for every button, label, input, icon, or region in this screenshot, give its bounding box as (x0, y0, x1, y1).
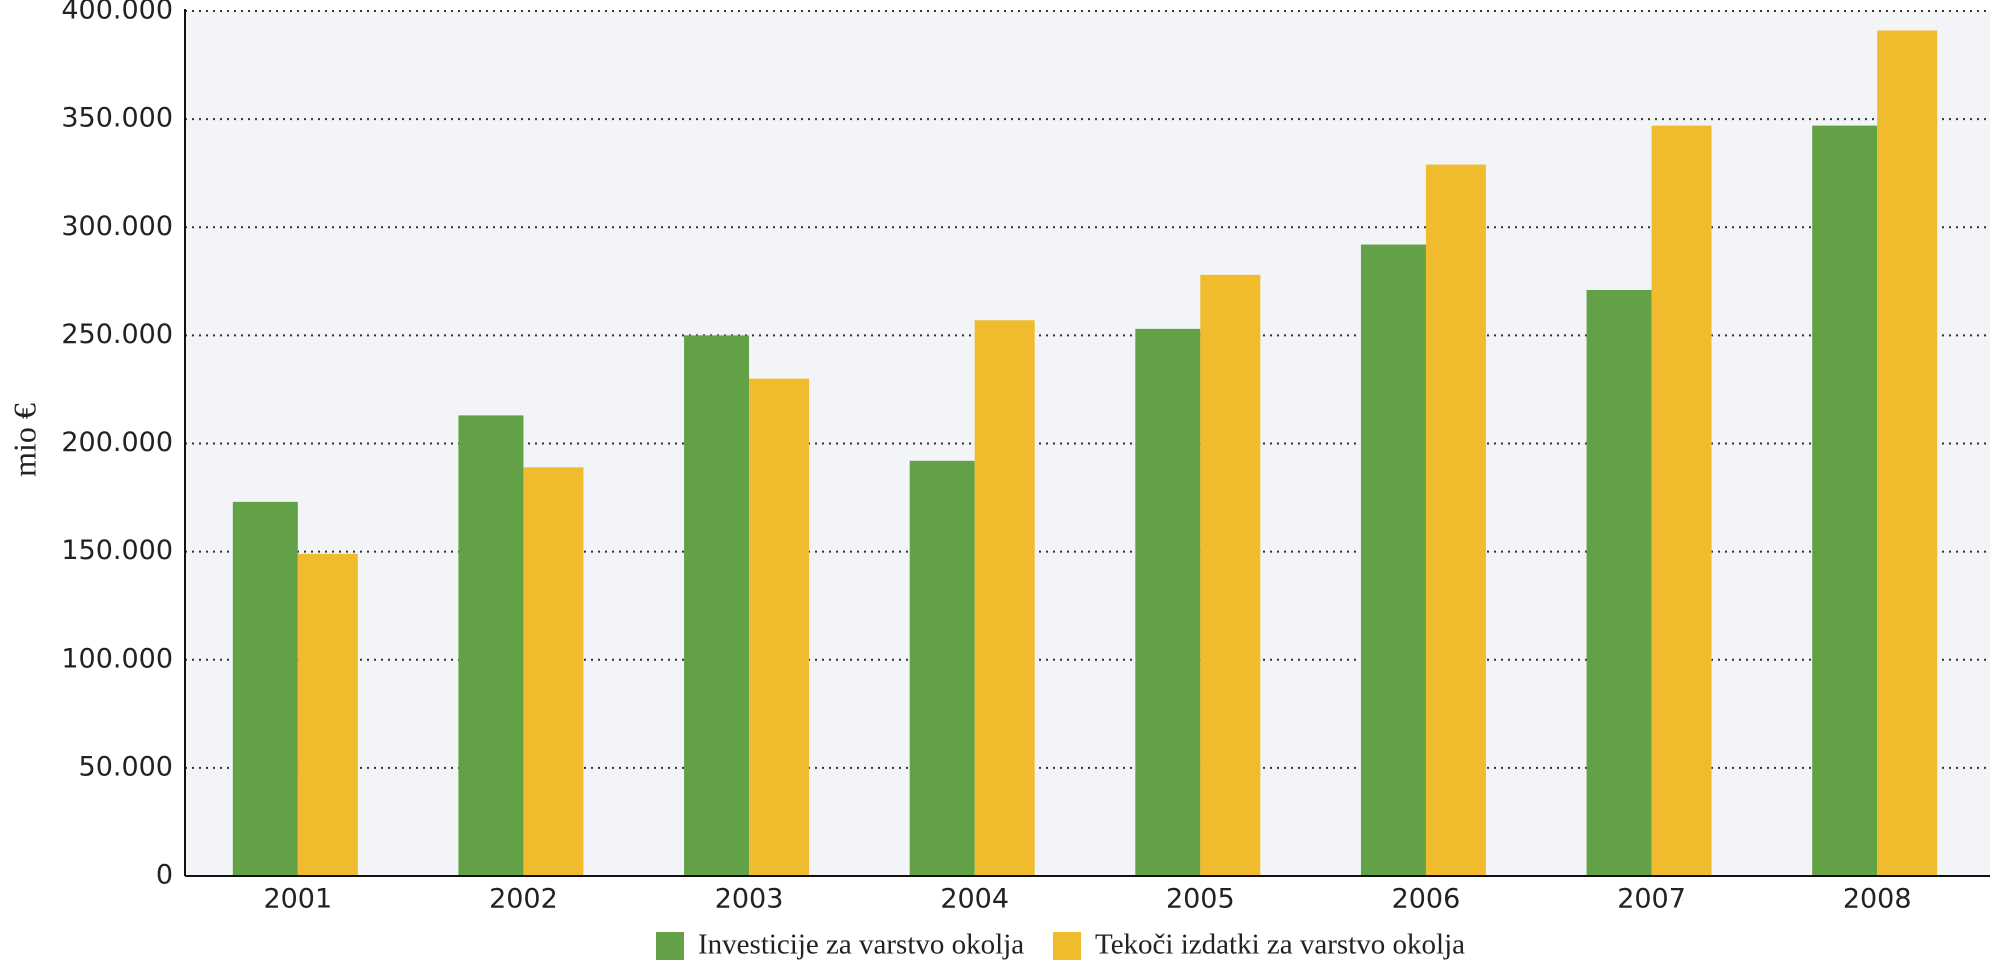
y-tick-label: 50.000 (79, 751, 173, 782)
bar (1586, 289, 1652, 876)
bar (458, 415, 524, 876)
bar (523, 467, 584, 876)
x-tick-label: 2004 (940, 884, 1009, 915)
bar (1360, 244, 1426, 877)
bar (232, 501, 298, 876)
legend-label: Investicije za varstvo okolja (698, 929, 1024, 961)
x-tick-label: 2008 (1843, 884, 1912, 915)
bar (1651, 125, 1712, 877)
y-tick-label: 100.000 (61, 643, 173, 674)
bar (684, 335, 750, 876)
x-tick-label: 2007 (1617, 884, 1686, 915)
bar (749, 378, 810, 876)
y-tick-label: 250.000 (61, 319, 173, 350)
y-tick-label: 200.000 (61, 427, 173, 458)
bar (1425, 164, 1486, 877)
x-tick-label: 2001 (263, 884, 332, 915)
bar (1877, 30, 1938, 876)
bar (297, 553, 358, 876)
y-tick-label: 400.000 (61, 0, 173, 26)
bar (974, 320, 1035, 876)
legend-swatch (656, 932, 684, 960)
y-tick-label: 0 (156, 860, 173, 891)
y-tick-label: 350.000 (61, 103, 173, 134)
bar (1200, 274, 1261, 876)
x-tick-label: 2003 (715, 884, 784, 915)
x-tick-label: 2002 (489, 884, 558, 915)
y-tick-label: 150.000 (61, 535, 173, 566)
bar (909, 460, 975, 876)
legend-swatch (1053, 932, 1081, 960)
y-tick-label: 300.000 (61, 211, 173, 242)
x-tick-label: 2005 (1166, 884, 1235, 915)
bar (1135, 328, 1201, 876)
legend-label: Tekoči izdatki za varstvo okolja (1095, 929, 1465, 961)
y-axis-label: mio € (6, 403, 42, 477)
x-tick-label: 2006 (1392, 884, 1461, 915)
bar (1812, 125, 1878, 877)
